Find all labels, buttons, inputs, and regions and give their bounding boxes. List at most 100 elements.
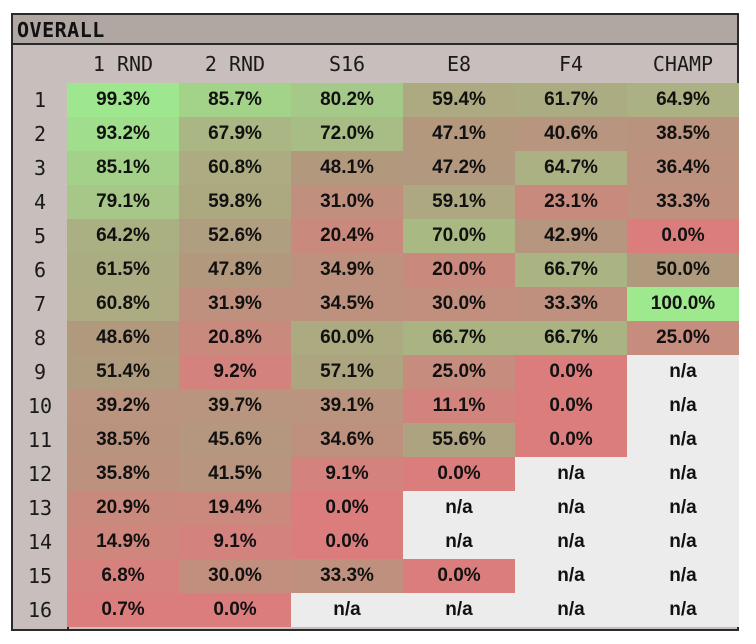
table-cell: 66.7% <box>515 253 627 287</box>
column-header-row <box>13 45 737 83</box>
table-cell: 31.9% <box>179 287 291 321</box>
table-title-bar: OVERALL <box>13 15 737 45</box>
table-cell: 80.2% <box>291 83 403 117</box>
table-cell: 42.9% <box>515 219 627 253</box>
row-header: 11 <box>27 428 53 452</box>
row-header: 15 <box>27 564 53 588</box>
table-cell: 34.9% <box>291 253 403 287</box>
table-cell: 34.6% <box>291 423 403 457</box>
table-cell: 0.0% <box>403 559 515 593</box>
table-cell: 0.7% <box>67 593 179 627</box>
table-cell: 61.7% <box>515 83 627 117</box>
column-header: S16 <box>328 52 366 76</box>
table-cell: 64.7% <box>515 151 627 185</box>
table-cell: n/a <box>627 593 739 627</box>
table-cell: 66.7% <box>403 321 515 355</box>
table-cell: 0.0% <box>179 593 291 627</box>
table-cell: n/a <box>627 355 739 389</box>
table-cell: 0.0% <box>515 355 627 389</box>
table-cell: n/a <box>515 491 627 525</box>
table-cell: 61.5% <box>67 253 179 287</box>
table-cell: 0.0% <box>291 491 403 525</box>
table-cell: 72.0% <box>291 117 403 151</box>
table-cell: 9.1% <box>179 525 291 559</box>
table-cell: 0.0% <box>515 389 627 423</box>
overall-table: OVERALL 99.3% 85.7% 80.2% 59.4% 61.7% 64.9% 93… <box>11 13 739 631</box>
table-cell: 85.1% <box>67 151 179 185</box>
table-cell: 48.1% <box>291 151 403 185</box>
table-cell: 30.0% <box>403 287 515 321</box>
table-cell: 20.9% <box>67 491 179 525</box>
table-cell: n/a <box>627 423 739 457</box>
table-cell: 66.7% <box>515 321 627 355</box>
table-cell: 38.5% <box>67 423 179 457</box>
row-header-column <box>13 45 67 629</box>
table-cell: 20.4% <box>291 219 403 253</box>
table-cell: 14.9% <box>67 525 179 559</box>
table-cell: 35.8% <box>67 457 179 491</box>
table-cell: 39.7% <box>179 389 291 423</box>
table-cell: 79.1% <box>67 185 179 219</box>
table-cell: n/a <box>515 593 627 627</box>
table-cell: 9.1% <box>291 457 403 491</box>
table-cell: 47.8% <box>179 253 291 287</box>
table-cell: 52.6% <box>179 219 291 253</box>
table-cell: n/a <box>627 389 739 423</box>
table-cell: 33.3% <box>627 185 739 219</box>
table-cell: 40.6% <box>515 117 627 151</box>
table-cell: n/a <box>627 491 739 525</box>
table-cell: 11.1% <box>403 389 515 423</box>
table-cell: 20.0% <box>403 253 515 287</box>
row-header: 14 <box>27 530 53 554</box>
column-header: CHAMP <box>652 52 714 76</box>
table-cell: 47.1% <box>403 117 515 151</box>
table-cell: 60.8% <box>67 287 179 321</box>
table-cell: n/a <box>627 525 739 559</box>
table-cell: 9.2% <box>179 355 291 389</box>
row-header: 3 <box>33 156 47 180</box>
table-cell: 50.0% <box>627 253 739 287</box>
column-header: E8 <box>446 52 472 76</box>
row-header: 12 <box>27 462 53 486</box>
table-cell: 23.1% <box>515 185 627 219</box>
row-header: 10 <box>27 394 53 418</box>
table-cell: 39.2% <box>67 389 179 423</box>
table-cell: 55.6% <box>403 423 515 457</box>
table-cell: 31.0% <box>291 185 403 219</box>
table-cell: 0.0% <box>627 219 739 253</box>
row-header: 9 <box>33 360 47 384</box>
table-cell: 36.4% <box>627 151 739 185</box>
table-cell: n/a <box>627 559 739 593</box>
table-cell: 38.5% <box>627 117 739 151</box>
table-title: OVERALL <box>17 18 105 42</box>
table-cell: 19.4% <box>179 491 291 525</box>
table-cell: 25.0% <box>627 321 739 355</box>
row-header: 16 <box>27 598 53 622</box>
table-cell: 34.5% <box>291 287 403 321</box>
table-cell: 0.0% <box>515 423 627 457</box>
table-cell: 51.4% <box>67 355 179 389</box>
table-cell: 59.4% <box>403 83 515 117</box>
table-cell: 6.8% <box>67 559 179 593</box>
row-header: 1 <box>33 88 47 112</box>
table-cell: 33.3% <box>291 559 403 593</box>
table-cell: n/a <box>403 593 515 627</box>
row-header: 7 <box>33 292 47 316</box>
table-cell: 48.6% <box>67 321 179 355</box>
table-cell: 0.0% <box>291 525 403 559</box>
column-header: F4 <box>558 52 584 76</box>
column-header: 2 RND <box>204 52 266 76</box>
table-cell: 57.1% <box>291 355 403 389</box>
table-body: 99.3% 85.7% 80.2% 59.4% 61.7% 64.9% 93.2% 67.9%… <box>67 83 739 629</box>
table-cell: 47.2% <box>403 151 515 185</box>
table-cell: 67.9% <box>179 117 291 151</box>
table-cell: n/a <box>403 491 515 525</box>
row-header: 6 <box>33 258 47 282</box>
table-cell: 64.9% <box>627 83 739 117</box>
table-cell: 30.0% <box>179 559 291 593</box>
row-header: 13 <box>27 496 53 520</box>
row-header: 2 <box>33 122 47 146</box>
table-cell: 20.8% <box>179 321 291 355</box>
table-cell: 59.8% <box>179 185 291 219</box>
table-cell: 0.0% <box>403 457 515 491</box>
